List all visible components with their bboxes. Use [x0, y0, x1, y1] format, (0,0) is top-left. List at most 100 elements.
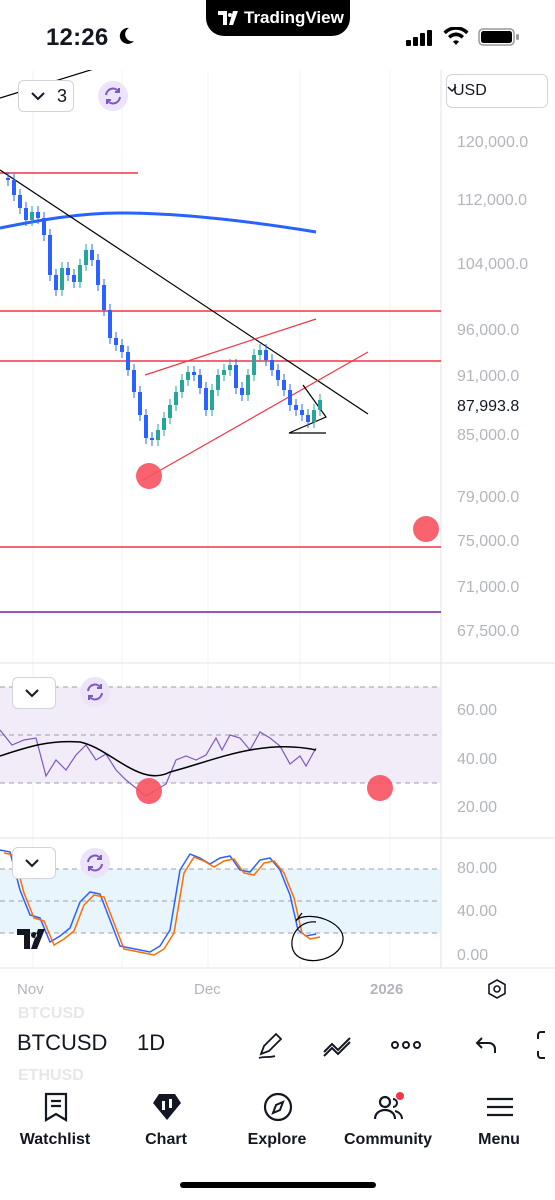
trendline-down[interactable] [0, 169, 369, 415]
candle-body [312, 410, 316, 422]
price-label: 91,000.0 [457, 368, 520, 385]
chevron-down-icon [25, 689, 39, 698]
price-label: 120,000.0 [457, 134, 529, 151]
menu-icon [487, 1097, 513, 1117]
pen-icon[interactable] [256, 1030, 286, 1060]
chevron-down-icon [447, 86, 457, 93]
candle-body [180, 380, 184, 392]
candle-body [222, 370, 226, 375]
rsi-level-label: 60.00 [457, 702, 498, 719]
candle-body [240, 388, 244, 395]
candle-body [258, 350, 262, 355]
candle-body [306, 415, 310, 422]
current-price-label: 87,993.8 [457, 398, 520, 415]
price-label: 96,000.0 [457, 322, 520, 339]
chart-icon [153, 1094, 181, 1120]
stoch-annotation-circle[interactable] [291, 915, 344, 962]
nav-label: Watchlist [19, 1131, 91, 1148]
candle-body [90, 250, 94, 260]
indicators-icon[interactable] [322, 1030, 354, 1060]
tradingview-pill: TradingView [206, 0, 350, 36]
candle-body [12, 180, 16, 195]
candle-body [198, 375, 202, 388]
nav-label: Community [344, 1131, 432, 1148]
candle-body [18, 195, 22, 208]
stoch-level-label: 40.00 [457, 903, 498, 920]
settings-icon[interactable] [486, 978, 508, 1000]
rsi-pane-sync-button[interactable] [80, 677, 110, 707]
currency-select[interactable]: USD [446, 74, 548, 108]
candle-body [120, 345, 124, 352]
candle-body [114, 338, 118, 345]
chart-canvas[interactable] [0, 70, 555, 1005]
sync-icon [105, 87, 121, 105]
candle-body [228, 365, 232, 370]
candle-body [216, 375, 220, 390]
app-name: TradingView [244, 8, 344, 27]
candle-body [96, 260, 100, 285]
rsi-pane-collapse-button[interactable] [12, 677, 56, 709]
signal-icon [406, 30, 432, 46]
stoch-d-line [3, 852, 321, 956]
status-bar: 12:26 TradingView [0, 0, 555, 70]
candle-body [48, 235, 52, 275]
stoch-level-label: 0.00 [457, 947, 489, 964]
rsi-marker-low [136, 778, 162, 804]
undo-icon[interactable] [474, 1030, 500, 1060]
moon-icon [119, 27, 134, 44]
chart-area[interactable]: 3 USD 120,000.0 112,000.0 104,000.0 96,0… [0, 70, 555, 1005]
candle-body [78, 265, 82, 282]
candle-body [288, 390, 292, 405]
stoch-pane-sync-button[interactable] [80, 848, 110, 878]
candles [6, 172, 322, 446]
date-label: Nov [17, 981, 44, 998]
watchlist-icon [44, 1092, 68, 1122]
nav-label: Chart [145, 1131, 187, 1148]
price-label: 67,500.0 [457, 623, 520, 640]
nav-label: Explore [247, 1131, 307, 1148]
candle-body [276, 370, 280, 380]
candle-body [300, 410, 304, 415]
candle-body [6, 178, 10, 180]
stoch-annotation-arrow[interactable] [295, 912, 303, 922]
chevron-down-icon [25, 859, 39, 868]
candle-body [186, 372, 190, 380]
candle-body [42, 218, 46, 235]
candle-body [264, 350, 268, 360]
candle-body [60, 268, 64, 290]
channel-lower[interactable] [142, 351, 369, 481]
price-label: 85,000.0 [457, 427, 520, 444]
more-icon[interactable] [390, 1030, 422, 1060]
stoch-pane-collapse-button[interactable] [12, 847, 56, 879]
battery-icon [478, 28, 519, 46]
chevron-down-icon [31, 92, 45, 101]
sync-icon [87, 854, 103, 872]
main-pane-sync-button[interactable] [98, 81, 128, 111]
candle-body [234, 365, 238, 388]
candle-body [294, 405, 298, 410]
candle-body [144, 415, 148, 438]
candle-body [162, 418, 166, 430]
channel-upper[interactable] [144, 318, 317, 376]
candle-body [24, 208, 28, 220]
main-pane-collapse-button[interactable]: 3 [18, 80, 74, 112]
symbol-button[interactable]: BTCUSD [17, 1030, 108, 1055]
price-label: 75,000.0 [457, 533, 520, 550]
indicator-count: 3 [57, 86, 68, 106]
candle-body [282, 380, 286, 390]
fullscreen-icon[interactable] [537, 1030, 555, 1060]
symbol-ghost-below: ETHUSD [18, 1067, 84, 1084]
stoch-k-line [0, 849, 317, 953]
candle-body [102, 285, 106, 310]
candle-body [210, 390, 214, 410]
date-label: 2026 [370, 981, 404, 998]
tradingview-watermark-icon [17, 929, 45, 949]
community-icon [373, 1092, 404, 1120]
candle-body [84, 250, 88, 265]
candle-body [156, 430, 160, 440]
interval-button[interactable]: 1D [137, 1030, 166, 1055]
explore-icon [263, 1092, 293, 1122]
candle-body [204, 388, 208, 410]
stoch-level-label: 80.00 [457, 860, 498, 877]
candle-body [54, 275, 58, 290]
